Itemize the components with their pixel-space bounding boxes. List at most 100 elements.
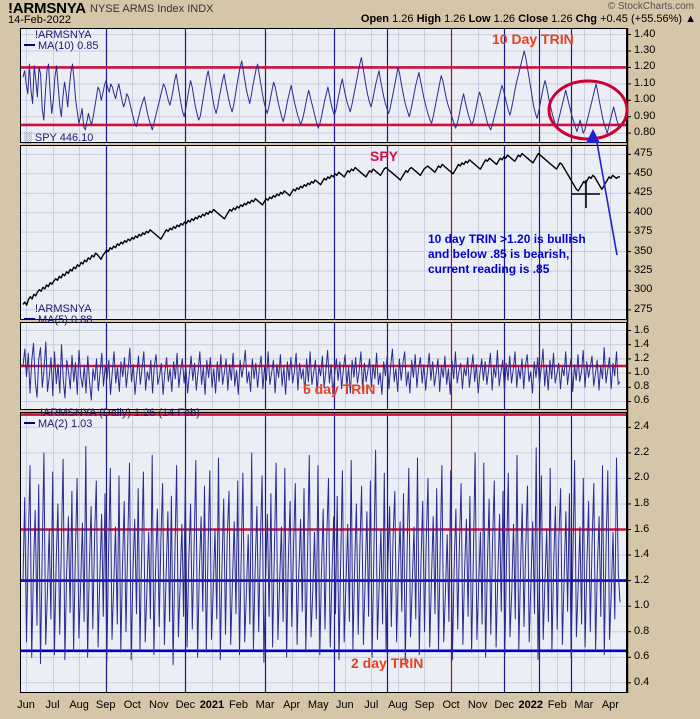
close-label: Close xyxy=(518,13,549,25)
y-axis-tick-label: 1.6 xyxy=(634,522,650,535)
y-axis-tick-label: 0.90 xyxy=(634,109,656,122)
y-axis-tick-label: 325 xyxy=(634,264,653,276)
y-axis-tick-label: 2.4 xyxy=(634,420,650,433)
high-label: High xyxy=(416,13,442,25)
y-axis-tick-label: 1.4 xyxy=(634,337,650,350)
x-axis-tick-label: Feb xyxy=(547,699,567,711)
x-axis-tick-label: Apr xyxy=(601,699,619,711)
panel-legend-trin10-ma: MA(10) 0.85 xyxy=(24,40,99,52)
y-axis-tick-label: 1.20 xyxy=(634,60,656,73)
legend-line-swatch xyxy=(24,422,35,425)
x-axis-tick-label: Sep xyxy=(95,699,116,711)
x-axis-tick-label: Dec xyxy=(494,699,514,711)
annotation-10-day-trin: 10 Day TRIN xyxy=(492,31,574,47)
panel-legend-trin5-symbol: !ARMSNYA xyxy=(35,303,92,315)
y-axis-tick-label: 1.0 xyxy=(634,366,650,379)
y-axis-tick-label: 400 xyxy=(634,205,653,218)
annotation-5-day-trin: 5 day TRIN xyxy=(303,381,376,397)
quote-bar: Open 1.26 High 1.26 Low 1.26 Close 1.26 … xyxy=(361,13,696,25)
legend-line-swatch xyxy=(24,318,35,321)
panel-legend-trin10-symbol: !ARMSNYA xyxy=(35,29,92,41)
chg-label: Chg xyxy=(575,13,598,25)
y-axis-tick-label: 425 xyxy=(634,186,653,199)
x-axis-tick-label: Jun xyxy=(335,699,354,711)
stockcharts-watermark: © StockCharts.com xyxy=(607,1,694,12)
panel-legend-trin2-ma: MA(2) 1.03 xyxy=(24,418,92,430)
legend-line-swatch xyxy=(24,44,35,47)
x-axis-tick-label: Jun xyxy=(17,699,35,711)
panel-legend-spy: ░ SPY 446.10 xyxy=(24,132,93,144)
legend-ma-text: MA(2) 1.03 xyxy=(38,418,93,430)
y-axis-tick-label: 2.2 xyxy=(634,445,650,458)
x-axis-tick-label: Aug xyxy=(69,699,89,711)
x-axis-tick-label: 2022 xyxy=(518,699,543,711)
y-axis-tick-label: 275 xyxy=(634,302,653,315)
y-axis-tick-label: 0.6 xyxy=(634,650,650,663)
candlestick-icon: ░ xyxy=(24,132,32,144)
annotation-2-day-trin: 2 day TRIN xyxy=(351,655,424,671)
close-value: 1.26 xyxy=(551,13,573,25)
open-label: Open xyxy=(360,13,390,25)
y-axis-tick-label: 1.00 xyxy=(634,93,656,106)
note-line-3: current reading is .85 xyxy=(428,262,550,276)
x-axis-tick-label: Feb xyxy=(229,699,248,711)
note-line-2: and below .85 is bearish, xyxy=(428,247,570,261)
chg-arrow-icon: ▲ xyxy=(685,13,696,25)
x-axis-tick-label: Oct xyxy=(442,699,460,711)
y-axis-tick-label: 300 xyxy=(634,283,653,296)
y-axis-tick-label: 0.6 xyxy=(634,394,650,407)
x-axis-tick-label: Nov xyxy=(467,699,488,711)
y-axis-tick-label: 0.80 xyxy=(634,126,656,139)
y-axis-tick-label: 0.8 xyxy=(634,380,650,393)
annotation-trin-note: 10 day TRIN >1.20 is bullish and below .8… xyxy=(428,232,586,277)
x-axis-tick-label: Jul xyxy=(364,699,379,711)
x-axis-tick-label: Dec xyxy=(175,699,196,711)
y-axis-tick-label: 1.2 xyxy=(634,351,650,364)
panel-legend-trin5-ma: MA(5) 0.88 xyxy=(24,314,92,326)
x-axis-tick-label: Sep xyxy=(414,699,435,711)
y-axis-tick-label: 1.4 xyxy=(634,548,650,561)
x-axis-tick-label: 2021 xyxy=(199,699,225,711)
chart-header: !ARMSNYA NYSE ARMS Index INDX 14-Feb-202… xyxy=(0,0,700,26)
x-axis-tick-label: Mar xyxy=(255,699,275,711)
y-axis-tick-label: 375 xyxy=(634,225,653,238)
x-axis-tick-label: Aug xyxy=(388,699,408,711)
symbol-description: NYSE ARMS Index INDX xyxy=(90,3,214,15)
y-axis-tick-label: 2.0 xyxy=(634,471,650,484)
chart-plot-area xyxy=(0,25,700,719)
y-axis-tick-label: 450 xyxy=(634,166,653,179)
symbol-ticker: !ARMSNYA xyxy=(8,0,86,17)
y-axis-tick-label: 1.6 xyxy=(634,323,650,336)
y-axis-tick-label: 1.30 xyxy=(634,44,656,56)
y-axis-tick-label: 350 xyxy=(634,244,653,257)
annotation-spy: SPY xyxy=(370,148,399,164)
y-axis-tick-label: 1.8 xyxy=(634,496,650,509)
x-axis-tick-label: Apr xyxy=(283,699,301,711)
panel-legend-trin2-symbol: ··· !ARMSNYA (Daily) 1.26 (14 Feb) xyxy=(24,407,200,419)
legend-spy-text: SPY 446.10 xyxy=(34,132,94,144)
legend-ma-text: MA(5) 0.88 xyxy=(38,314,93,326)
low-value: 1.26 xyxy=(493,13,516,25)
chart-canvas xyxy=(20,28,631,693)
open-value: 1.26 xyxy=(392,13,414,25)
y-axis-tick-label: 475 xyxy=(634,147,653,160)
quote-date: 14-Feb-2022 xyxy=(8,14,71,26)
low-label: Low xyxy=(468,13,491,25)
x-axis-tick-label: Nov xyxy=(149,699,169,711)
dotted-line-swatch: ··· xyxy=(24,407,38,419)
y-axis-tick-label: 0.8 xyxy=(634,624,650,637)
x-axis-tick-label: Oct xyxy=(123,699,141,711)
chg-value: +0.45 (+55.56%) xyxy=(600,13,683,25)
legend-ma-text: MA(10) 0.85 xyxy=(38,40,99,52)
y-axis-tick-label: 0.4 xyxy=(634,675,650,688)
y-axis-tick-label: 1.2 xyxy=(634,573,650,586)
x-axis-tick-label: Mar xyxy=(574,699,594,711)
y-axis-tick-label: 1.0 xyxy=(634,599,650,612)
high-value: 1.26 xyxy=(444,13,466,25)
x-axis-tick-label: Jul xyxy=(45,699,60,711)
y-axis-tick-label: 1.10 xyxy=(634,76,656,89)
y-axis-tick-label: 1.40 xyxy=(634,27,656,40)
note-line-1: 10 day TRIN >1.20 is bullish xyxy=(428,232,586,246)
legend-symbol-text: !ARMSNYA (Daily) 1.26 (14 Feb) xyxy=(40,407,200,419)
